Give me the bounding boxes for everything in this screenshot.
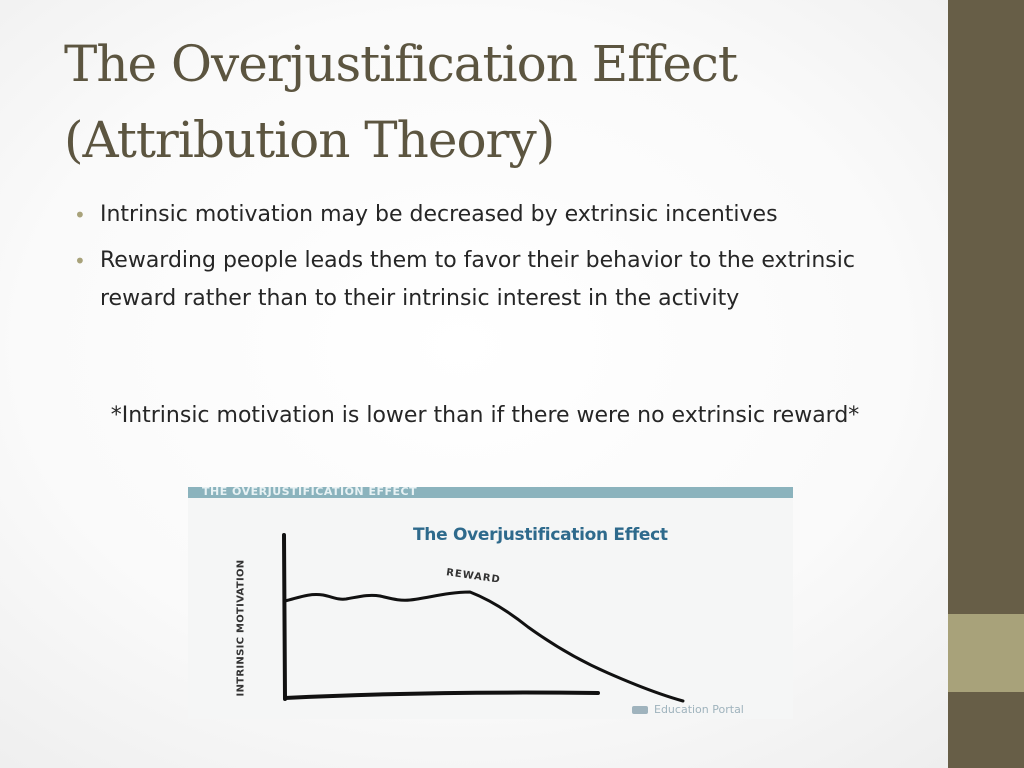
figure-credit: Education Portal	[632, 703, 744, 716]
figure-banner: THE OVERJUSTIFICATION EFFECT	[188, 487, 793, 498]
slide-title: The Overjustification Effect (Attributio…	[64, 26, 934, 178]
bullet-item: • Intrinsic motivation may be decreased …	[74, 196, 894, 234]
figure-curve-graphic	[282, 533, 685, 703]
bullet-list: • Intrinsic motivation may be decreased …	[74, 196, 894, 326]
figure-credit-text: Education Portal	[654, 703, 744, 716]
figure-x-axis	[283, 690, 600, 700]
footnote: *Intrinsic motivation is lower than if t…	[110, 403, 860, 428]
graduation-cap-icon	[632, 706, 648, 714]
figure-heading: The Overjustification Effect	[413, 525, 668, 545]
bullet-dot-icon: •	[74, 249, 86, 273]
figure-motivation-curve	[283, 590, 685, 703]
title-line-2: (Attribution Theory)	[64, 111, 555, 169]
side-accent-block	[948, 614, 1024, 692]
bullet-text: Rewarding people leads them to favor the…	[100, 248, 855, 311]
bullet-item: • Rewarding people leads them to favor t…	[74, 242, 894, 318]
bullet-text: Intrinsic motivation may be decreased by…	[100, 202, 778, 227]
figure-y-axis	[282, 533, 287, 701]
figure-banner-text: THE OVERJUSTIFICATION EFFECT	[202, 487, 418, 498]
overjustification-figure: THE OVERJUSTIFICATION EFFECT The Overjus…	[188, 487, 793, 719]
title-line-1: The Overjustification Effect	[64, 35, 738, 93]
bullet-dot-icon: •	[74, 203, 86, 227]
